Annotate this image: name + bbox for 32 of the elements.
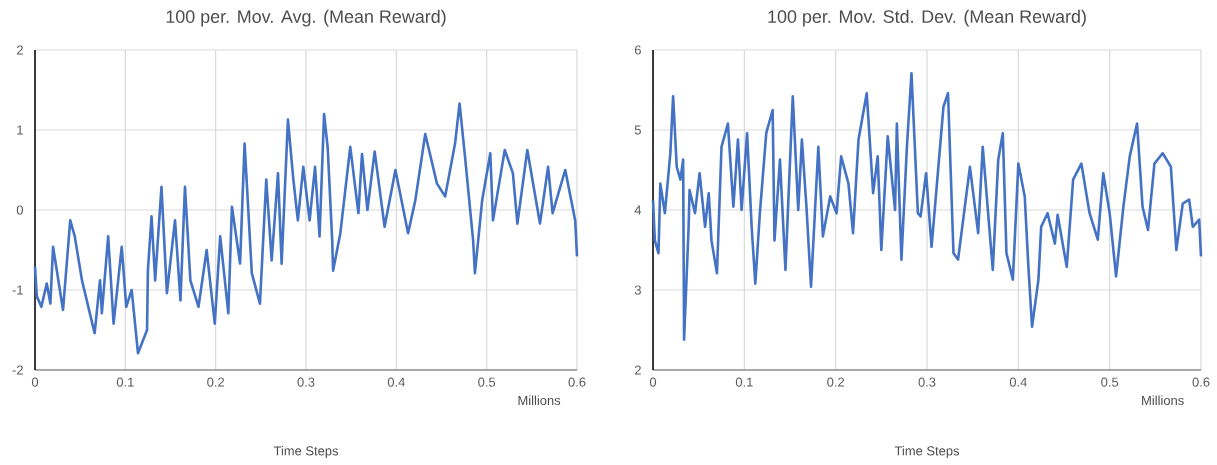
y-tick-label: 5 — [634, 125, 641, 135]
y-tick-label: 4 — [634, 205, 642, 215]
y-tick-label: 0 — [16, 205, 23, 215]
x-tick-label: 0.4 — [387, 377, 405, 387]
y-tick-label: -1 — [12, 285, 23, 295]
y-tick-label: 2 — [16, 45, 23, 55]
x-tick-label: 0.1 — [735, 377, 753, 387]
y-tick-label: 3 — [634, 285, 641, 295]
x-tick-label: 0.3 — [918, 377, 936, 387]
text: Millions — [1142, 395, 1184, 406]
x-tick-label: 0.3 — [297, 377, 315, 387]
x-tick-label: 0.6 — [568, 377, 586, 387]
x-axis-title: Time Steps — [894, 445, 960, 459]
x-axis-title: Time Steps — [273, 445, 339, 459]
y-tick-label: -2 — [12, 365, 23, 375]
y-tick-label: 6 — [634, 45, 641, 55]
x-tick-label: 0 — [31, 377, 39, 387]
x-tick-label: 0.5 — [1101, 377, 1119, 387]
x-tick-label: 0 — [649, 377, 657, 387]
line-series — [651, 71, 1203, 341]
x-tick-label: 0.1 — [116, 377, 134, 387]
x-tick-label: 0.4 — [1009, 377, 1027, 387]
text: Millions — [518, 395, 561, 406]
x-tick-label: 0.6 — [1192, 377, 1210, 387]
line-series — [33, 102, 579, 355]
x-tick-label: 0.5 — [478, 377, 496, 387]
x-tick-label: 0.2 — [827, 377, 845, 387]
x-tick-label: 0.2 — [207, 377, 225, 387]
y-tick-label: 1 — [17, 125, 23, 135]
chart-title: 100 per. Mov. Avg. (Mean Reward) — [166, 9, 446, 27]
y-tick-label: 2 — [634, 365, 641, 375]
chart-title: 100 per. Mov. Std. Dev. (Mean Reward) — [768, 9, 1086, 27]
